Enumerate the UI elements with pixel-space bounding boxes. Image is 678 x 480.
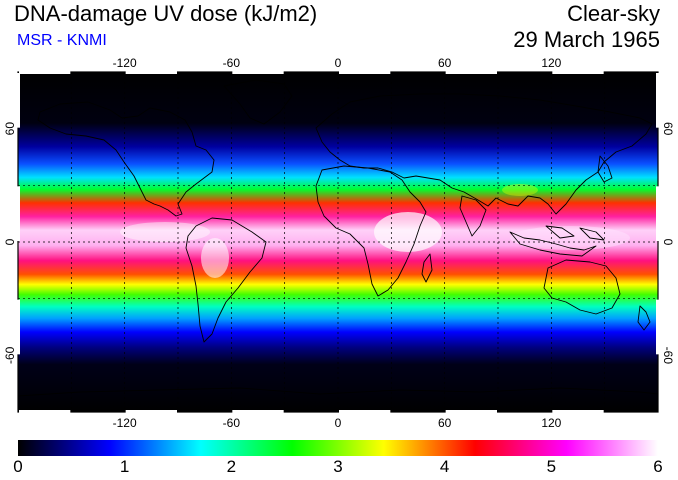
indopacific-hotspot (510, 226, 630, 250)
south-america-coast (185, 217, 267, 343)
right-lat-tick-label: -60 (661, 347, 675, 365)
eurasia-coast (315, 93, 653, 215)
new-zealand-coast (637, 305, 651, 331)
colorbar-label: 5 (546, 457, 557, 476)
bottom-lon-tick-label: -120 (113, 416, 137, 430)
madagascar-coast (421, 253, 433, 283)
top-lon-tick-label: -60 (223, 56, 241, 70)
top-lon-tick-label: 60 (438, 56, 452, 70)
right-lat-tick-label: 0 (661, 239, 675, 246)
bottom-lon-tick-label: -60 (223, 416, 241, 430)
frame-segment (445, 410, 497, 414)
frame-segment (445, 70, 497, 74)
top-lon-tick-label: -120 (113, 56, 137, 70)
map-frame (17, 71, 659, 413)
colorbar-label: 0 (13, 457, 23, 476)
colorbar-label: 2 (226, 457, 237, 476)
colorbar-label: 6 (653, 457, 663, 476)
bottom-lon-tick-label: 60 (438, 416, 452, 430)
bottom-lon-tick-label: 120 (541, 416, 561, 430)
frame-segment (232, 410, 284, 414)
frame-segment (552, 70, 604, 74)
axis-labels: -120 -120 -60 -60 0 0 60 60 120 120 60 60 0 0 -60 -60 (3, 56, 675, 430)
frame-segment (16, 299, 20, 355)
frame-segment (339, 70, 391, 74)
graticule (18, 72, 658, 412)
tibet-hotspot (502, 184, 538, 196)
maritime-continent-coast (509, 225, 605, 257)
africa-coast (315, 165, 427, 297)
left-lat-tick-label: 0 (3, 238, 17, 245)
north-america-coast (37, 101, 215, 217)
map-title: DNA-damage UV dose (kJ/m2) (14, 1, 318, 26)
frame-segment (125, 410, 177, 414)
japan-coast (597, 155, 613, 183)
frame-segment (16, 186, 20, 241)
frame-segment (19, 410, 71, 414)
top-lon-tick-label: 120 (541, 56, 561, 70)
pacific-hotspot (120, 222, 210, 242)
africa-hotspot (374, 212, 442, 252)
frame-segment (552, 410, 604, 414)
antarctica-coast (18, 387, 658, 397)
colorbar-label: 4 (439, 457, 450, 476)
frame-segment (339, 410, 391, 414)
frame-segment (125, 70, 177, 74)
frame-segment (16, 73, 20, 128)
left-lat-tick-label: 60 (3, 122, 17, 136)
coastlines (18, 79, 658, 397)
map-subtitle: MSR - KNMI (17, 32, 107, 49)
frame-segment (656, 186, 660, 241)
colorbar-label: 1 (119, 457, 130, 476)
frame-ticks (16, 70, 660, 414)
date-label: 29 March 1965 (513, 27, 660, 52)
colorbar-label: 3 (333, 457, 343, 476)
greenland-coast (223, 79, 293, 125)
top-lon-tick-label: 0 (335, 56, 342, 70)
frame-segment (656, 299, 660, 355)
andes-hotspot (201, 238, 229, 278)
scenario-label: Clear-sky (567, 1, 660, 26)
bottom-lon-tick-label: 0 (335, 416, 342, 430)
left-lat-tick-label: -60 (3, 346, 17, 364)
australia-coast (543, 259, 621, 315)
colorbar (18, 440, 658, 456)
frame-segment (19, 70, 71, 74)
right-lat-tick-label: 60 (661, 122, 675, 136)
frame-segment (656, 73, 660, 128)
frame-segment (232, 70, 284, 74)
india-coast (459, 195, 487, 237)
